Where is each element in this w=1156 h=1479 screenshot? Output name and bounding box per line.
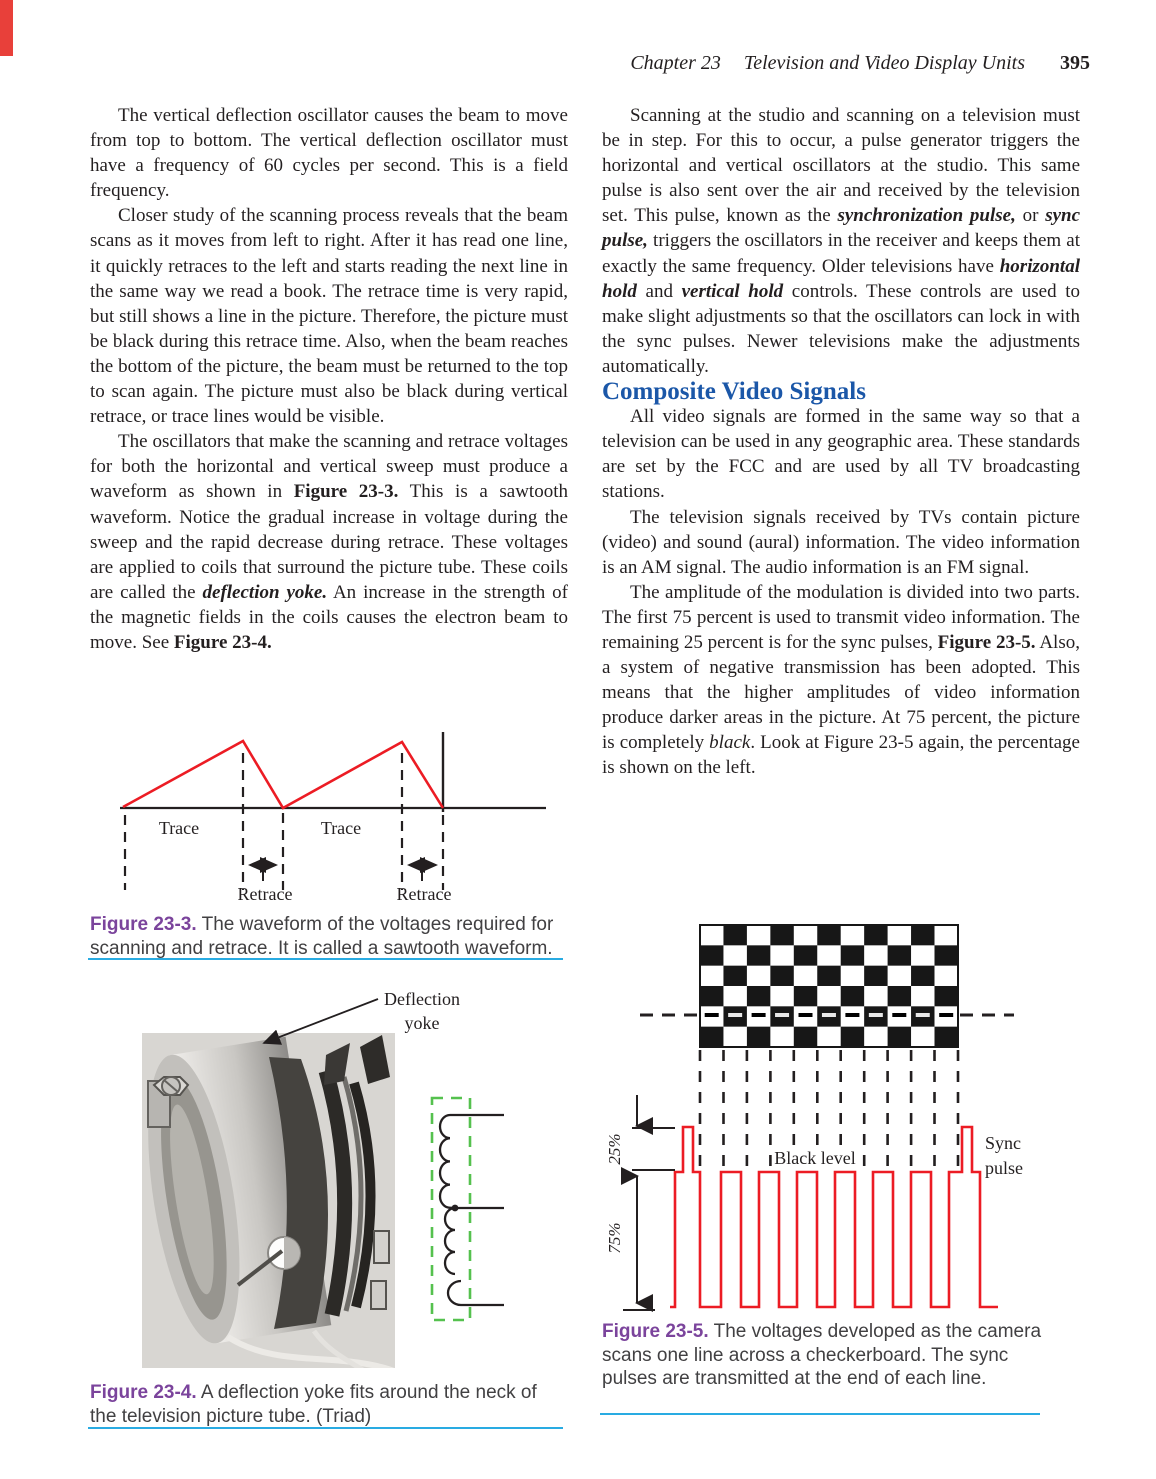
running-head: Chapter 23 Television and Video Display …: [0, 52, 1090, 75]
figure-23-4-diagram: Deflection yoke: [142, 989, 504, 1368]
caption-rule: [88, 958, 563, 960]
retrace-label: Retrace: [397, 884, 452, 904]
deflection-yoke-callout-line2: yoke: [405, 1013, 440, 1033]
paragraph: The oscillators that make the scanning a…: [90, 431, 568, 653]
sync-pulse-label-line2: pulse: [985, 1158, 1023, 1178]
paragraph: The vertical deflection oscillator cause…: [90, 105, 568, 202]
pct-75-label: 75%: [605, 1222, 624, 1253]
paragraph: Closer study of the scanning process rev…: [90, 205, 568, 428]
section-heading: Composite Video Signals: [602, 378, 866, 406]
figure-23-3-caption: Figure 23-3. The waveform of the voltage…: [90, 914, 554, 959]
dashed-guides: [123, 753, 445, 890]
trace-label: Trace: [159, 818, 199, 838]
retrace-arrows: [248, 857, 438, 881]
header-chapter: Chapter 23: [630, 52, 721, 74]
percent-brackets: [621, 1095, 675, 1312]
paragraph: All video signals are formed in the same…: [602, 406, 1080, 503]
pct-25-label: 25%: [605, 1133, 624, 1164]
paragraph: Scanning at the studio and scanning on a…: [602, 105, 1081, 377]
scan-dash-columns: [698, 1050, 960, 1167]
figure-23-5-caption: Figure 23-5. The voltages developed as t…: [602, 1321, 1042, 1389]
figure-23-4-caption: Figure 23-4. A deflection yoke fits arou…: [90, 1382, 537, 1427]
yoke-arrow: [262, 998, 379, 1045]
video-waveform: [670, 1125, 998, 1309]
header-title: Television and Video Display Units: [743, 52, 1025, 74]
page-edge-mark: [0, 0, 13, 56]
figure-23-5-diagram: 25% 75% Black level Sync pulse: [605, 924, 1023, 1312]
sawtooth-wave: [122, 739, 445, 810]
paragraph: The amplitude of the modulation is divid…: [602, 581, 1080, 779]
retrace-label: Retrace: [238, 884, 293, 904]
sync-pulse-label-line1: Sync: [985, 1133, 1021, 1153]
paragraph: The television signals received by TVs c…: [602, 506, 1080, 578]
caption-rule: [88, 1427, 563, 1429]
coil-schematic: [430, 1096, 504, 1322]
deflection-yoke-callout-line1: Deflection: [384, 989, 460, 1009]
figure-23-4-photo: [142, 1033, 395, 1368]
page-number: 395: [1060, 52, 1090, 74]
black-level-label: Black level: [774, 1148, 855, 1168]
figure-23-3-diagram: Trace Trace Retrace Retrace: [120, 732, 546, 904]
left-column: The vertical deflection oscillator cause…: [90, 103, 568, 655]
trace-label: Trace: [321, 818, 361, 838]
caption-rule: [600, 1413, 1040, 1415]
checkerboard: [699, 924, 959, 1048]
right-column: Scanning at the studio and scanning on a…: [602, 103, 1080, 781]
